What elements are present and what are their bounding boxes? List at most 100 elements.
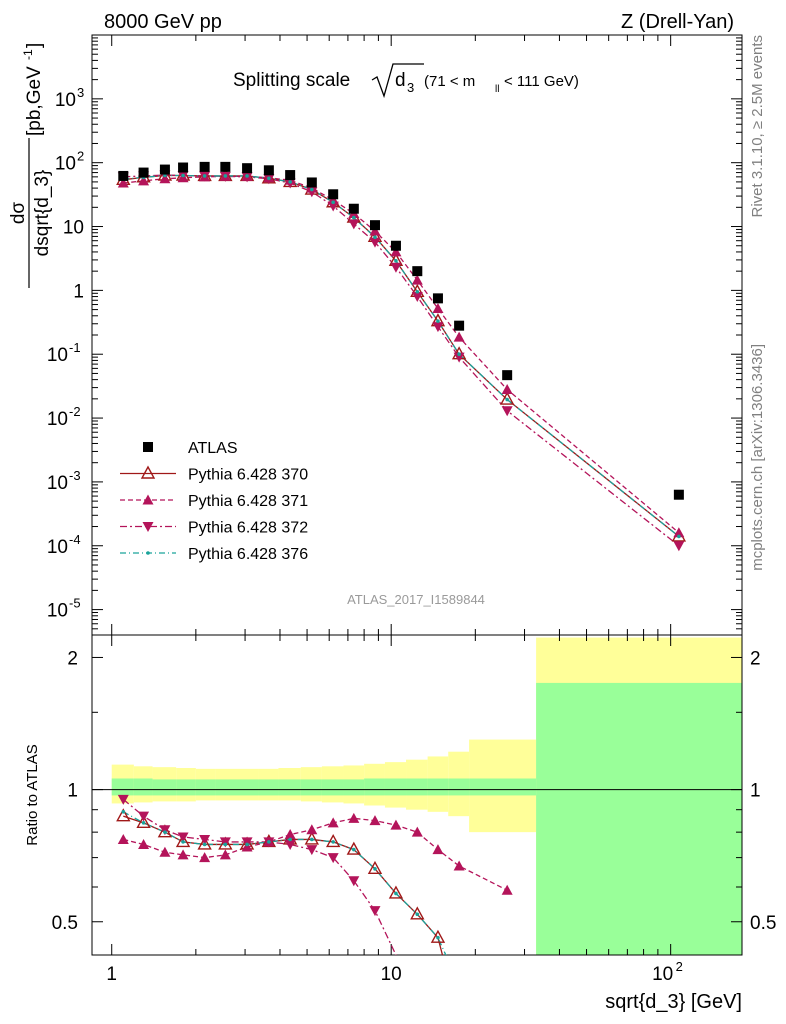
data-point [117, 177, 129, 188]
data-point-atlas [502, 370, 513, 381]
title-symbol: d [395, 70, 406, 91]
data-point [677, 534, 681, 539]
data-point [432, 303, 444, 314]
ratio-point [219, 849, 231, 860]
ylabel-units-sup: -1 [21, 49, 35, 60]
y-tick-label-right: 0.5 [750, 913, 776, 934]
ratio-point [117, 794, 129, 805]
ratio-point [411, 826, 423, 837]
band-inner-bin [176, 779, 196, 796]
data-point [432, 322, 444, 333]
ratio-point [348, 812, 360, 823]
band-inner-bin [427, 778, 449, 796]
x-tick-label-exp: 2 [676, 959, 683, 974]
data-point-atlas [390, 240, 401, 251]
legend-label: Pythia 6.428 370 [188, 467, 308, 484]
plot-title: Splitting scale d 3 (71 < m ll < 111 GeV… [233, 63, 579, 99]
band-inner-bin [343, 779, 365, 796]
y-tick-label: 1 [73, 281, 84, 302]
y-axis-label-ratio: Ratio to ATLAS [24, 744, 41, 845]
ratio-point [117, 833, 129, 844]
title-range-sub: ll [495, 84, 499, 95]
band-inner-bin [195, 779, 216, 796]
data-point-atlas [673, 489, 684, 500]
ratio-point [352, 847, 356, 852]
rivet-label: Rivet 3.1.10, ≥ 2.5M events [749, 35, 766, 218]
legend-marker [143, 442, 153, 452]
ratio-point [138, 838, 150, 849]
data-point-atlas [412, 266, 423, 277]
data-point [331, 200, 335, 205]
band-inner-bin [448, 778, 470, 796]
band-inner-bin [258, 779, 279, 796]
ratio-point [202, 842, 207, 847]
ratio-point [241, 837, 253, 848]
title-range-end: < 111 GeV) [504, 73, 579, 90]
ratio-point [310, 837, 314, 842]
ratio-point [346, 841, 362, 855]
y-tick-label: 10 [47, 345, 68, 366]
data-point-atlas [285, 170, 296, 181]
data-point [673, 527, 685, 538]
data-point [390, 246, 402, 257]
ratio-point [219, 837, 231, 848]
data-point [457, 352, 461, 357]
band-inner-bin [321, 779, 344, 796]
data-point-atlas [454, 320, 465, 331]
data-point-atlas [306, 177, 317, 188]
ratio-point [348, 876, 360, 887]
band-group [111, 637, 742, 955]
data-point [163, 173, 167, 178]
data-point [369, 237, 381, 248]
legend: ATLAS Pythia 6.428 370 Pythia 6.428 371 Pyt… [120, 440, 308, 563]
ratio-point [223, 842, 228, 847]
data-point [181, 173, 185, 178]
data-point [369, 225, 381, 236]
ratio-point [138, 811, 150, 822]
data-point [415, 289, 420, 294]
legend-marker [142, 522, 154, 532]
data-point [202, 174, 207, 178]
ratio-point [199, 834, 211, 845]
data-point [310, 187, 314, 192]
data-point [499, 391, 515, 405]
ratio-point [373, 867, 377, 871]
ratio-point [331, 840, 335, 844]
ratio-point [394, 891, 398, 896]
y-axis-label-main: dσ dsqrt{d_3} [pb,GeV -1 ] [8, 43, 53, 288]
ratio-point [218, 836, 233, 850]
band-inner-bin [234, 779, 259, 796]
data-point [327, 201, 339, 212]
ratio-point [367, 860, 383, 875]
data-point [288, 180, 292, 184]
ratio-point [501, 884, 513, 895]
ratio-plot-series [116, 794, 513, 955]
ratio-point [453, 860, 465, 871]
data-point-atlas [328, 189, 339, 200]
ratio-plot-frame [91, 634, 743, 956]
ratio-point [369, 815, 381, 826]
ratio-point [136, 814, 151, 829]
ratio-point [410, 906, 425, 920]
data-point [223, 174, 228, 178]
title-range: (71 < m [424, 73, 475, 90]
ratio-point [141, 821, 146, 825]
x-tick-label: 10 [381, 964, 402, 985]
data-point [352, 215, 356, 220]
y-tick-label: 2 [67, 648, 78, 669]
x-axis-label: sqrt{d_3} [GeV] [605, 991, 742, 1013]
band-inner-bin [152, 779, 177, 796]
band-inner-bin [215, 779, 235, 796]
ratio-point [181, 840, 185, 844]
y-tick-label: 0.5 [52, 913, 78, 934]
data-point-atlas [220, 161, 231, 172]
ylabel-numerator: dσ [8, 202, 29, 225]
axis-ticks [92, 34, 742, 955]
ratio-point [415, 912, 420, 917]
analysis-tag: ATLAS_2017_I1589844 [347, 592, 485, 607]
data-point-atlas [242, 163, 253, 174]
data-point-atlas [369, 220, 380, 231]
ratio-point [369, 906, 381, 917]
